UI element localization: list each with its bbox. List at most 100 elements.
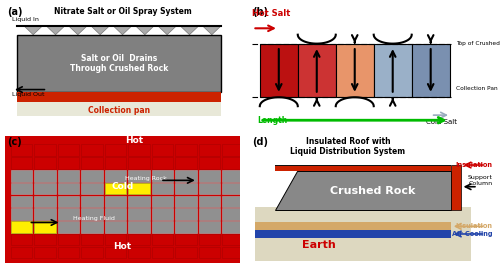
Polygon shape [274, 171, 451, 210]
Bar [58, 183, 80, 194]
Bar [34, 221, 56, 233]
Bar [222, 208, 244, 220]
Bar [17, 92, 221, 102]
Bar [255, 230, 451, 238]
Bar [58, 234, 80, 246]
Text: (c): (c) [8, 137, 22, 147]
Bar [260, 44, 298, 97]
Bar [222, 196, 244, 207]
Bar [128, 208, 150, 220]
Bar [105, 208, 126, 220]
Bar [82, 170, 103, 182]
Bar [58, 144, 80, 156]
Bar [176, 221, 197, 233]
Bar [374, 44, 412, 97]
Bar [58, 196, 80, 207]
Bar [11, 170, 32, 182]
Polygon shape [136, 26, 154, 35]
Bar [199, 170, 220, 182]
Bar [105, 157, 126, 169]
Text: Insulated Roof with
Liquid Distribution System: Insulated Roof with Liquid Distribution … [290, 137, 406, 156]
Bar [58, 170, 80, 182]
Bar [255, 222, 451, 230]
Bar [451, 165, 460, 210]
Bar [176, 170, 197, 182]
Bar [105, 196, 126, 207]
Bar [176, 247, 197, 258]
Bar [128, 196, 150, 207]
Text: Heating Rock: Heating Rock [125, 176, 167, 181]
Bar [222, 221, 244, 233]
Bar [336, 44, 374, 97]
Text: Liquid In: Liquid In [12, 17, 39, 22]
Bar [152, 157, 174, 169]
Bar [199, 234, 220, 246]
Bar [128, 247, 150, 258]
Text: Hot Salt: Hot Salt [252, 9, 291, 18]
Bar [105, 170, 126, 182]
Text: Insulation: Insulation [456, 162, 492, 168]
Bar [128, 183, 150, 194]
Text: Collection Pan: Collection Pan [456, 86, 498, 91]
Bar [222, 247, 244, 258]
Bar [17, 102, 221, 117]
Text: Crushed Rock: Crushed Rock [330, 186, 415, 196]
Bar [11, 208, 32, 220]
Polygon shape [158, 26, 176, 35]
Text: Cold: Cold [112, 182, 134, 191]
Polygon shape [68, 26, 87, 35]
Bar [222, 234, 244, 246]
Bar [34, 208, 56, 220]
Bar [255, 207, 470, 261]
Bar [34, 234, 56, 246]
Bar [82, 144, 103, 156]
Bar [176, 144, 197, 156]
Bar [199, 144, 220, 156]
Bar [105, 234, 126, 246]
Bar [152, 247, 174, 258]
Bar [152, 183, 174, 194]
Bar [199, 221, 220, 233]
Bar [82, 208, 103, 220]
Bar [152, 170, 174, 182]
Bar [199, 157, 220, 169]
Bar [176, 208, 197, 220]
Bar [128, 170, 150, 182]
Bar [199, 247, 220, 258]
Text: Length: Length [258, 116, 288, 125]
Bar [58, 208, 80, 220]
Bar [222, 157, 244, 169]
Bar [255, 141, 470, 207]
Bar [82, 157, 103, 169]
Bar [11, 247, 32, 258]
Bar [128, 144, 150, 156]
Text: (d): (d) [252, 137, 268, 147]
Bar [82, 247, 103, 258]
Bar [222, 144, 244, 156]
Bar [152, 144, 174, 156]
Bar [152, 208, 174, 220]
Text: Liquid Out: Liquid Out [12, 92, 44, 97]
Bar [152, 196, 174, 207]
Bar [58, 247, 80, 258]
Polygon shape [91, 26, 110, 35]
Polygon shape [24, 26, 42, 35]
Polygon shape [113, 26, 132, 35]
Bar [412, 44, 450, 97]
Text: Insulation: Insulation [456, 223, 492, 229]
Bar [34, 144, 56, 156]
Bar [11, 234, 32, 246]
Text: Top of Crushed Rock: Top of Crushed Rock [456, 41, 500, 46]
Text: Salt or Oil  Drains
Through Crushed Rock: Salt or Oil Drains Through Crushed Rock [70, 54, 168, 73]
Bar [11, 157, 32, 169]
Bar [199, 183, 220, 194]
Bar [105, 247, 126, 258]
Bar [176, 183, 197, 194]
Bar [82, 234, 103, 246]
Bar [128, 157, 150, 169]
Bar [34, 221, 56, 233]
Bar [82, 196, 103, 207]
Bar [58, 221, 80, 233]
Bar [298, 44, 336, 97]
Bar [199, 208, 220, 220]
